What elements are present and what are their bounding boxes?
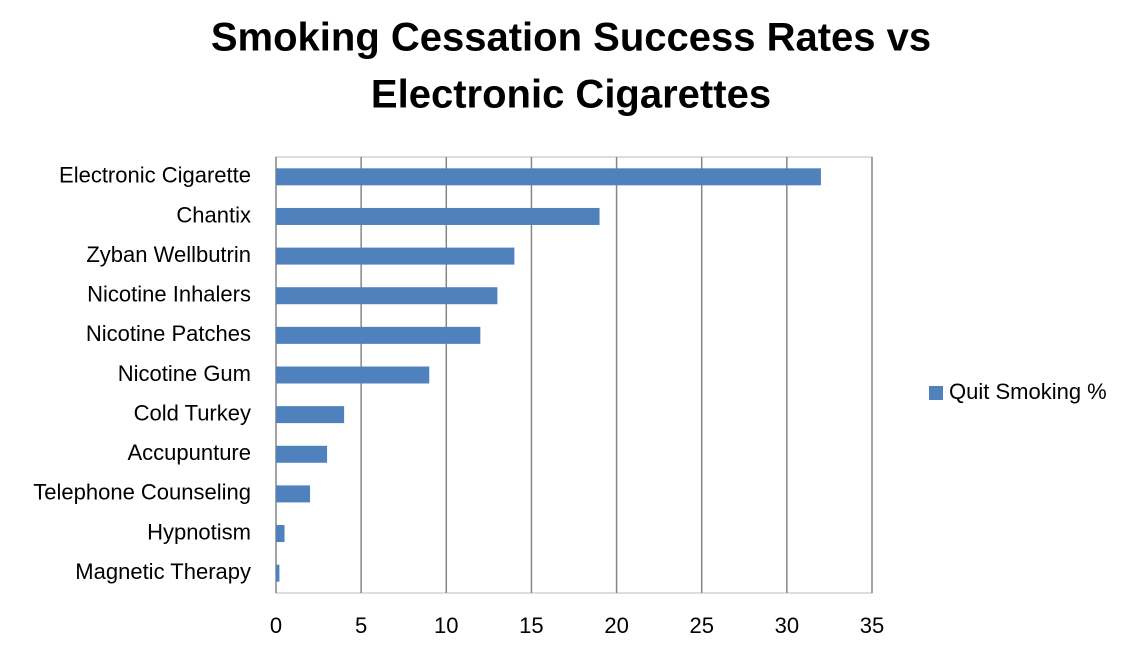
x-tick-label: 20	[604, 613, 628, 638]
bar	[276, 445, 328, 463]
y-tick-label: Zyban Wellbutrin	[86, 242, 251, 267]
x-tick-label: 15	[519, 613, 543, 638]
bar	[276, 247, 515, 265]
y-tick-label: Hypnotism	[147, 519, 251, 544]
legend-swatch	[929, 386, 943, 400]
y-tick-label: Nicotine Inhalers	[87, 282, 251, 307]
bar	[276, 326, 481, 344]
bar	[276, 207, 600, 225]
y-tick-label: Accupunture	[127, 440, 251, 465]
y-tick-label: Chantix	[176, 202, 251, 227]
x-tick-label: 5	[355, 613, 367, 638]
y-tick-label: Magnetic Therapy	[75, 559, 251, 584]
bar	[276, 406, 345, 424]
y-tick-label: Nicotine Gum	[118, 361, 251, 386]
bar	[276, 287, 498, 305]
x-tick-label: 35	[860, 613, 884, 638]
x-tick-label: 10	[434, 613, 458, 638]
x-tick-label: 0	[270, 613, 282, 638]
y-tick-label: Cold Turkey	[134, 400, 251, 425]
bar	[276, 366, 430, 384]
legend-label: Quit Smoking %	[949, 379, 1107, 404]
chart-title: Electronic Cigarettes	[371, 73, 771, 117]
y-tick-label: Telephone Counseling	[33, 480, 251, 505]
x-tick-label: 25	[689, 613, 713, 638]
bar	[276, 168, 821, 186]
bar	[276, 485, 311, 503]
y-tick-label: Electronic Cigarette	[59, 163, 251, 188]
bar	[276, 564, 280, 582]
x-tick-label: 30	[775, 613, 799, 638]
chart-title: Smoking Cessation Success Rates vs	[211, 16, 931, 60]
y-tick-label: Nicotine Patches	[86, 321, 251, 346]
bar	[276, 525, 285, 543]
